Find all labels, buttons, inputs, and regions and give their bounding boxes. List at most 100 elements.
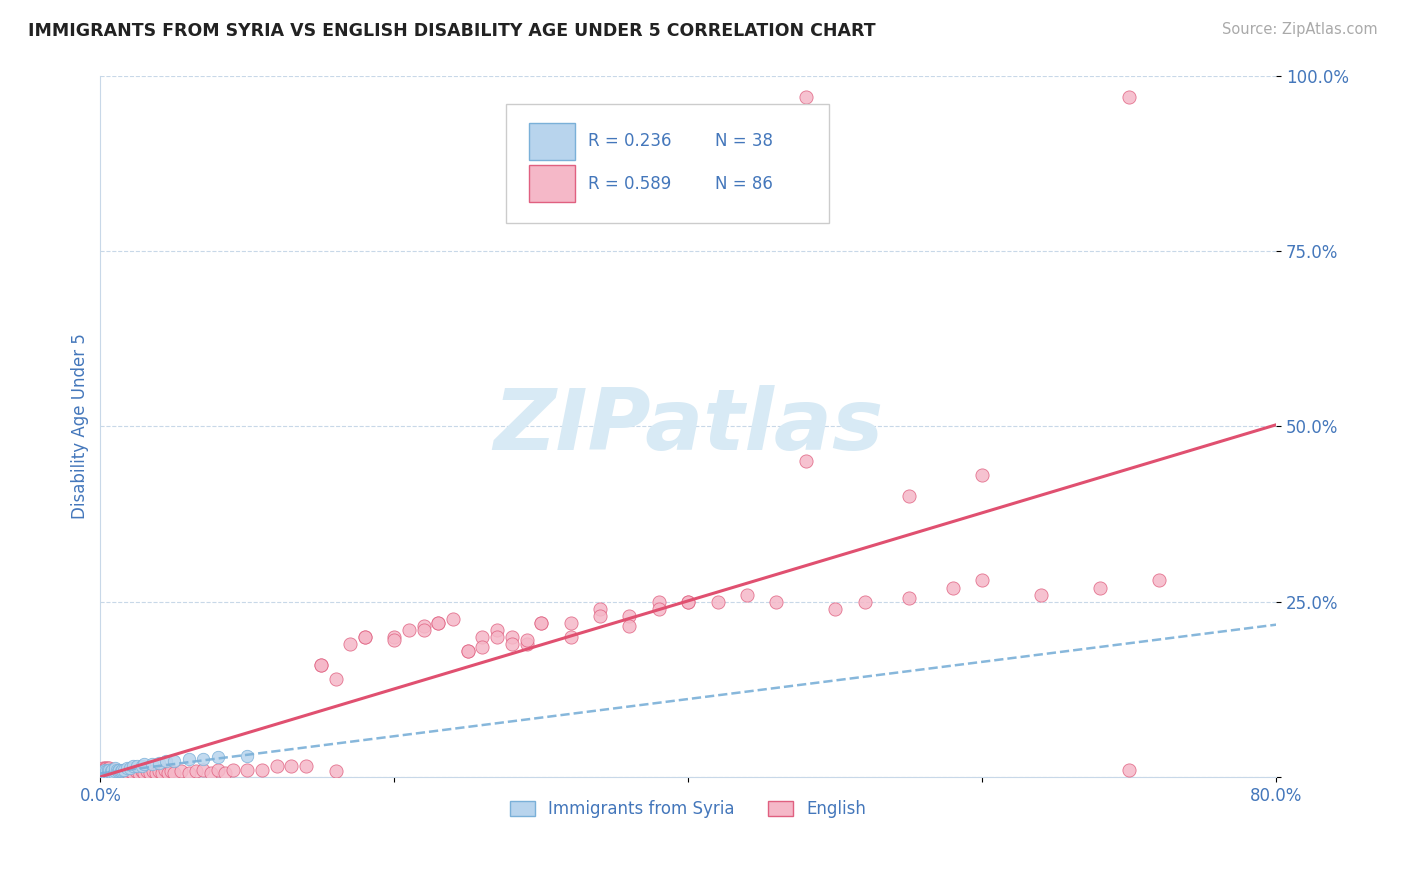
Point [115,761,138,775]
Point [200,766,222,780]
Point [325,764,347,779]
Point [97,761,120,775]
Point [560,615,582,630]
Point [398,623,420,637]
Point [266,759,288,773]
Point [676,594,699,608]
Point [516,637,538,651]
Point [101,763,124,777]
Point [98,763,121,777]
Point [177,766,200,780]
Point [118,764,141,779]
Point [207,750,229,764]
Point [309,657,332,672]
Point [110,764,132,779]
Point [619,619,641,633]
Point [91,766,114,780]
Point [501,637,523,651]
Point [150,766,173,780]
Point [104,763,127,777]
Point [124,764,146,779]
Point [486,630,509,644]
Text: N = 38: N = 38 [716,132,773,151]
Point [457,643,479,657]
Point [706,594,728,608]
Point [339,637,361,651]
Point [897,489,920,503]
Point [156,766,179,780]
Point [111,763,134,777]
Point [516,633,538,648]
Point [134,766,156,780]
Point [94,761,117,775]
Point [103,766,125,780]
Point [221,763,243,777]
Point [193,763,215,777]
Point [354,630,377,644]
Point [103,766,125,780]
Point [115,764,138,779]
Point [131,759,153,773]
Point [1147,574,1170,588]
Point [676,594,699,608]
Point [110,764,132,779]
Point [141,757,163,772]
Point [457,643,479,657]
Point [112,764,135,779]
Point [108,766,131,780]
FancyBboxPatch shape [506,103,830,223]
Point [765,594,787,608]
Text: IMMIGRANTS FROM SYRIA VS ENGLISH DISABILITY AGE UNDER 5 CORRELATION CHART: IMMIGRANTS FROM SYRIA VS ENGLISH DISABIL… [28,22,876,40]
Text: R = 0.589: R = 0.589 [588,175,672,193]
Point [619,608,641,623]
Point [153,763,176,777]
Point [589,601,612,615]
Point [94,764,117,779]
Point [97,764,120,779]
Point [98,761,121,775]
Point [104,766,127,780]
Point [163,755,186,769]
Point [131,764,153,779]
Point [104,764,127,779]
Point [98,766,121,780]
Point [96,766,118,780]
Point [105,766,128,780]
Point [382,630,405,644]
Point [148,764,170,779]
Point [111,766,134,780]
Point [90,763,112,777]
Point [139,766,162,780]
Point [897,591,920,605]
Point [560,630,582,644]
Point [107,764,129,779]
Point [280,759,302,773]
Point [96,761,118,775]
Point [97,766,120,780]
Point [90,766,112,780]
Point [91,764,114,779]
Point [108,763,131,777]
Point [121,766,143,780]
Point [160,764,183,779]
Text: R = 0.236: R = 0.236 [588,132,672,151]
Point [90,766,112,780]
Point [250,763,273,777]
Point [98,764,121,779]
Point [382,633,405,648]
Point [101,763,124,777]
Point [94,763,117,777]
Point [105,763,128,777]
Point [648,601,671,615]
Point [427,615,450,630]
Point [193,752,215,766]
Point [972,468,994,483]
Text: Source: ZipAtlas.com: Source: ZipAtlas.com [1222,22,1378,37]
Point [155,755,177,769]
Point [1029,587,1052,601]
Point [100,766,122,780]
Point [427,615,450,630]
Point [354,630,377,644]
Point [1118,89,1140,103]
Point [134,757,156,772]
